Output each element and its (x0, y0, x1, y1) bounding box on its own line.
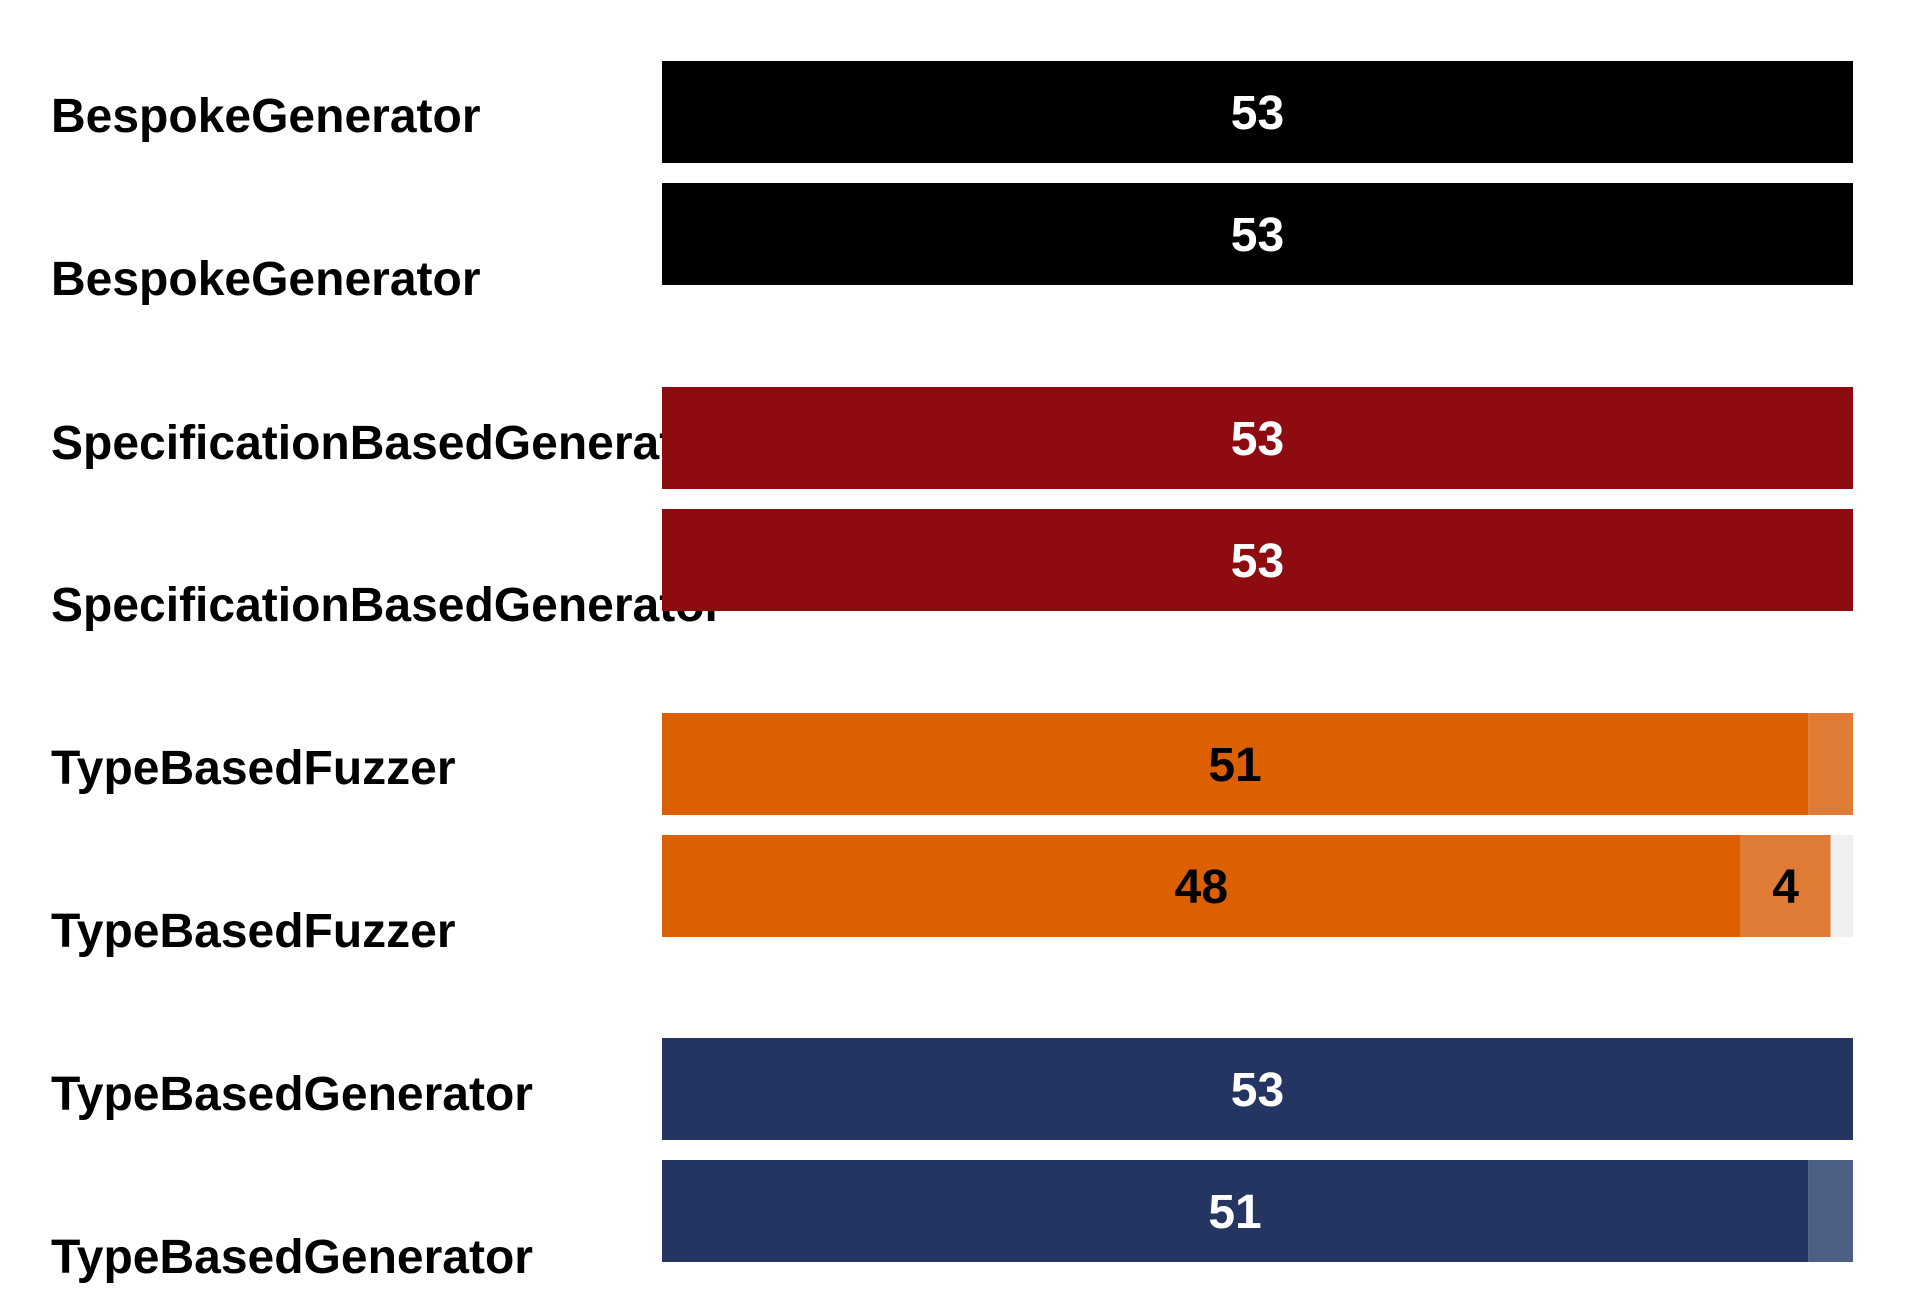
bar-value-label: 51 (1208, 1186, 1261, 1239)
bar-value-label: 4 (1772, 861, 1799, 914)
bar-value-label: 53 (1231, 87, 1284, 140)
bar-value-label: 53 (1231, 413, 1284, 466)
bar-segment (662, 387, 1853, 489)
bar-segment (1808, 1160, 1853, 1262)
bar-segment (662, 835, 1741, 937)
bar-segment (662, 1038, 1853, 1140)
bar-segment (1740, 835, 1831, 937)
bar-segment (662, 183, 1853, 285)
bar-value-label: 53 (1231, 209, 1284, 262)
bar-segment (1830, 835, 1853, 937)
category-label: BespokeGenerator (51, 253, 481, 306)
category-label: SpecificationBasedGenerator (51, 579, 723, 632)
category-label: SpecificationBasedGenerator (51, 417, 723, 470)
category-label: BespokeGenerator (51, 90, 481, 143)
bar-segment (1808, 713, 1853, 815)
category-label: TypeBasedFuzzer (51, 742, 456, 795)
bar-segment (662, 61, 1853, 163)
category-label: TypeBasedFuzzer (51, 905, 456, 958)
category-label: TypeBasedGenerator (51, 1231, 533, 1284)
bar-segment (662, 1160, 1809, 1262)
bar-value-label: 53 (1231, 535, 1284, 588)
bar-value-label: 53 (1231, 1064, 1284, 1117)
bar-segment (662, 713, 1809, 815)
bar-value-label: 51 (1208, 739, 1261, 792)
bar-value-label: 48 (1175, 861, 1228, 914)
bar-segment (662, 509, 1853, 611)
category-label: TypeBasedGenerator (51, 1068, 533, 1121)
